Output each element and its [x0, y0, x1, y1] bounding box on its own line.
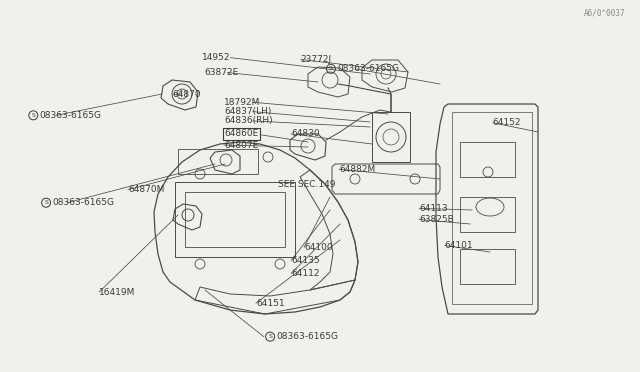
Text: 64830: 64830 — [291, 129, 320, 138]
Text: S: S — [44, 200, 48, 205]
Text: 64837(LH): 64837(LH) — [224, 107, 271, 116]
Bar — [175, 182, 295, 257]
Bar — [460, 249, 515, 284]
Text: 23772J: 23772J — [301, 55, 332, 64]
Text: 64101: 64101 — [445, 241, 474, 250]
Text: 64152: 64152 — [493, 118, 522, 127]
Text: S: S — [329, 66, 333, 71]
Bar — [460, 142, 515, 177]
Bar — [372, 112, 410, 162]
Text: 08363-6165G: 08363-6165G — [52, 198, 115, 207]
Text: 16419M: 16419M — [99, 288, 136, 296]
Text: 64870: 64870 — [173, 90, 202, 99]
Text: 64807E: 64807E — [224, 141, 259, 150]
Text: 64112: 64112 — [291, 269, 320, 278]
Bar — [460, 197, 515, 232]
Text: 64151: 64151 — [256, 299, 285, 308]
Text: 64860E: 64860E — [224, 129, 259, 138]
Text: 64882M: 64882M — [339, 165, 376, 174]
Text: A6/0^0037: A6/0^0037 — [584, 8, 625, 17]
Text: SEE SEC.149: SEE SEC.149 — [278, 180, 336, 189]
Bar — [185, 192, 285, 247]
Text: 14952: 14952 — [202, 53, 230, 62]
Text: 64135: 64135 — [291, 256, 320, 265]
Text: 08363-6165G: 08363-6165G — [40, 111, 102, 120]
Text: 63872E: 63872E — [205, 68, 239, 77]
Text: 64100: 64100 — [304, 243, 333, 252]
Text: 18792M: 18792M — [224, 98, 260, 107]
Text: 64870M: 64870M — [128, 185, 164, 194]
Text: 08363-6165G: 08363-6165G — [337, 64, 399, 73]
Text: 64113: 64113 — [419, 204, 448, 213]
Text: S: S — [31, 113, 35, 118]
Text: 08363-6165G: 08363-6165G — [276, 332, 339, 341]
Text: 63825B: 63825B — [419, 215, 454, 224]
Text: S: S — [268, 334, 272, 339]
Text: 64836(RH): 64836(RH) — [224, 116, 273, 125]
Bar — [178, 149, 258, 174]
